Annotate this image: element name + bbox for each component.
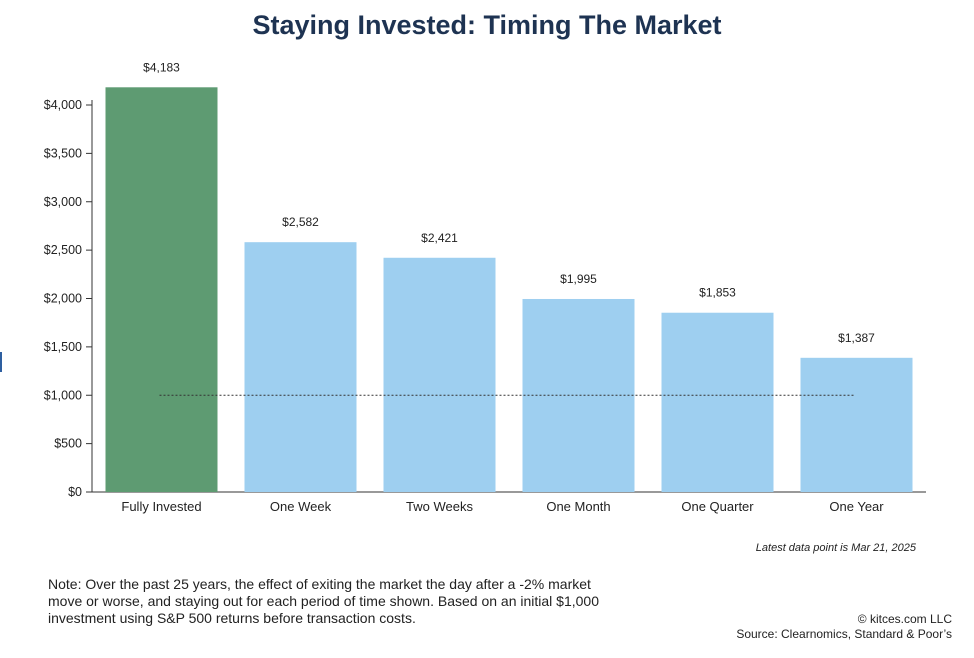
y-tick-label: $0 — [68, 485, 82, 499]
bar — [522, 298, 635, 492]
bar — [661, 312, 774, 492]
y-tick-label: $3,000 — [44, 195, 82, 209]
y-tick-label: $2,000 — [44, 292, 82, 306]
category-label: One Month — [546, 499, 610, 514]
category-label: One Year — [829, 499, 884, 514]
y-tick-label: $3,500 — [44, 146, 82, 160]
y-tick-label: $1,500 — [44, 340, 82, 354]
copyright: © kitces.com LLC — [857, 612, 952, 626]
footnote: Note: Over the past 25 years, the effect… — [48, 576, 599, 626]
edge-marker — [0, 352, 2, 372]
y-tick-label: $4,000 — [44, 98, 82, 112]
y-tick-label: $2,500 — [44, 243, 82, 257]
y-tick-label: $500 — [54, 437, 82, 451]
data-label: $1,995 — [560, 272, 597, 286]
category-label: One Week — [270, 499, 332, 514]
credits: © kitces.com LLC Source: Clearnomics, St… — [736, 612, 952, 642]
category-label: One Quarter — [681, 499, 754, 514]
data-label: $4,183 — [143, 60, 180, 74]
data-label: $1,853 — [699, 286, 736, 300]
category-label: Fully Invested — [121, 499, 201, 514]
y-tick-label: $1,000 — [44, 388, 82, 402]
data-label: $2,582 — [282, 215, 319, 229]
data-label: $2,421 — [421, 231, 458, 245]
category-label: Two Weeks — [406, 499, 473, 514]
bar — [105, 87, 218, 493]
latest-data-note: Latest data point is Mar 21, 2025 — [755, 542, 916, 554]
source-note: Source: Clearnomics, Standard & Poor’s — [736, 627, 952, 641]
bar — [383, 257, 496, 492]
bar — [244, 242, 357, 492]
data-label: $1,387 — [838, 331, 875, 345]
chart-title: Staying Invested: Timing The Market — [252, 10, 722, 40]
bar-chart: $0 $500 $1,000 $1,500 $2,000 $2,500 $3,000 $3,5… — [44, 60, 926, 514]
bar — [800, 357, 913, 492]
